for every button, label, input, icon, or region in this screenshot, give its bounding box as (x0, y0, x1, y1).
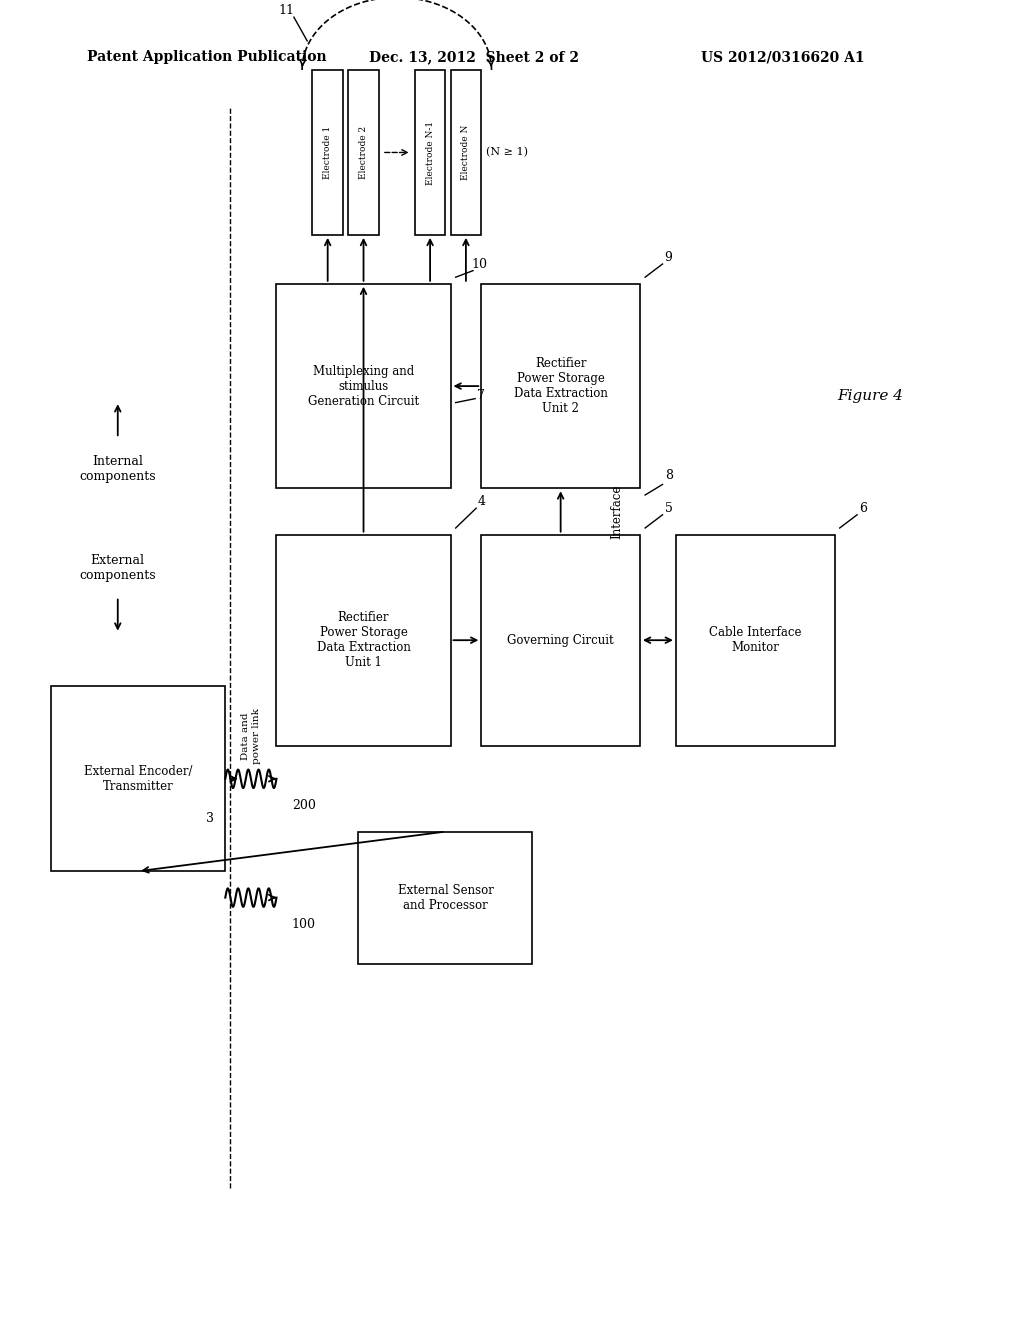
Bar (276, 284, 451, 488)
Text: 9: 9 (665, 251, 673, 264)
Text: Multiplexing and
stimulus
Generation Circuit: Multiplexing and stimulus Generation Cir… (308, 364, 419, 408)
Text: Electrode N-1: Electrode N-1 (426, 120, 434, 185)
Bar (358, 832, 532, 964)
Text: Cable Interface
Monitor: Cable Interface Monitor (709, 626, 802, 655)
Text: 100: 100 (292, 917, 315, 931)
Bar (348, 70, 379, 235)
Text: 11: 11 (279, 4, 295, 17)
Text: Dec. 13, 2012  Sheet 2 of 2: Dec. 13, 2012 Sheet 2 of 2 (369, 50, 579, 65)
Text: Electrode 1: Electrode 1 (324, 125, 332, 180)
Text: (N ≥ 1): (N ≥ 1) (486, 148, 528, 157)
Bar (312, 70, 343, 235)
Text: 5: 5 (665, 502, 673, 515)
Text: External Sensor
and Processor: External Sensor and Processor (397, 883, 494, 912)
Text: Governing Circuit: Governing Circuit (507, 634, 614, 647)
Bar (51, 686, 225, 871)
Bar (676, 535, 835, 746)
Text: Patent Application Publication: Patent Application Publication (87, 50, 327, 65)
Text: 8: 8 (665, 469, 673, 482)
Text: External Encoder/
Transmitter: External Encoder/ Transmitter (84, 764, 193, 793)
Text: Figure 4: Figure 4 (838, 389, 903, 403)
Bar (276, 535, 451, 746)
Text: 7: 7 (477, 389, 485, 403)
Bar (481, 284, 640, 488)
Text: 200: 200 (292, 799, 315, 812)
Text: US 2012/0316620 A1: US 2012/0316620 A1 (701, 50, 865, 65)
Text: Rectifier
Power Storage
Data Extraction
Unit 1: Rectifier Power Storage Data Extraction … (316, 611, 411, 669)
Text: Interface: Interface (610, 484, 624, 539)
Text: External
components: External components (80, 553, 156, 582)
Text: 10: 10 (471, 257, 487, 271)
Text: Rectifier
Power Storage
Data Extraction
Unit 2: Rectifier Power Storage Data Extraction … (514, 358, 607, 414)
Text: Internal
components: Internal components (80, 454, 156, 483)
Text: 4: 4 (477, 495, 485, 508)
Bar (451, 70, 481, 235)
Bar (415, 70, 445, 235)
Text: Electrode N: Electrode N (462, 125, 470, 180)
Text: 3: 3 (206, 812, 214, 825)
Text: 6: 6 (859, 502, 867, 515)
Bar (481, 535, 640, 746)
Text: Data and
power link: Data and power link (242, 709, 260, 764)
Text: Electrode 2: Electrode 2 (359, 125, 368, 180)
